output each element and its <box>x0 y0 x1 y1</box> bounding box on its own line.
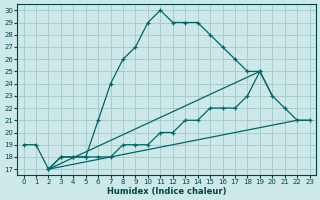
X-axis label: Humidex (Indice chaleur): Humidex (Indice chaleur) <box>107 187 226 196</box>
